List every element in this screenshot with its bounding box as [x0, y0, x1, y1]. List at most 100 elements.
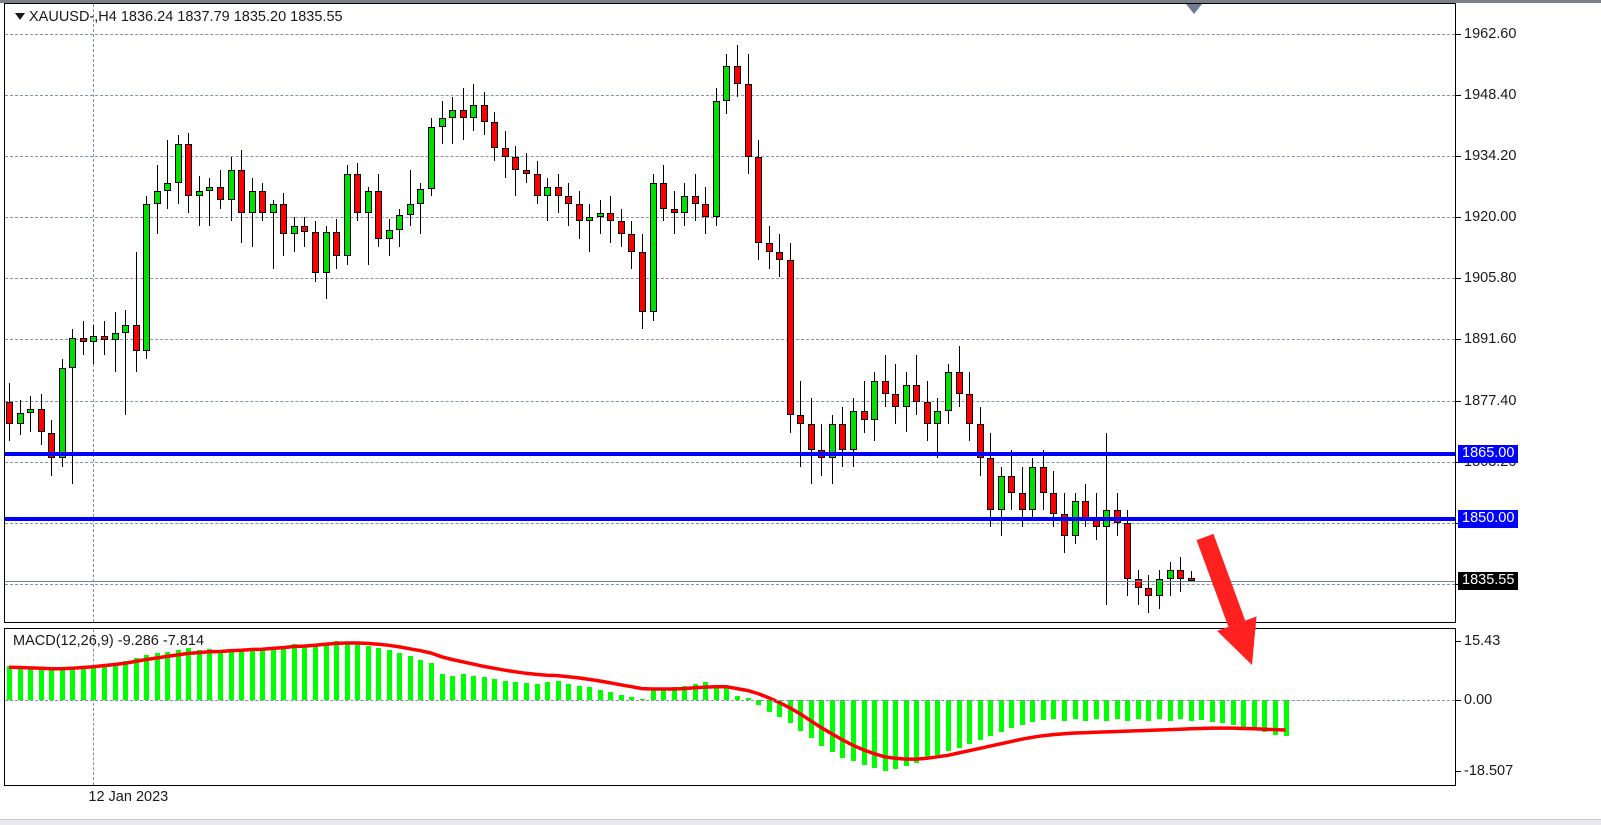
macd-axis-tick [1456, 700, 1461, 702]
macd-histogram-bar [144, 654, 149, 701]
price-axis-tick [1456, 400, 1461, 402]
candle-bearish [977, 423, 984, 459]
macd-histogram-bar [503, 680, 508, 701]
triangle-down-marker-icon[interactable] [1186, 4, 1202, 14]
price-axis-tick [1456, 217, 1461, 219]
macd-histogram-bar [777, 700, 782, 717]
candle-wick [136, 251, 137, 373]
macd-histogram-bar [345, 641, 350, 701]
macd-histogram-bar [693, 684, 698, 701]
candle-bullish [439, 118, 446, 127]
macd-histogram-bar [556, 680, 561, 701]
macd-histogram-bar [577, 685, 582, 701]
macd-histogram-bar [819, 700, 824, 747]
macd-histogram-bar [946, 700, 951, 752]
macd-histogram-bar [1231, 700, 1236, 726]
macd-histogram-bar [134, 657, 139, 701]
candle-wick [452, 96, 453, 144]
macd-histogram-bar [1189, 700, 1194, 721]
price-plot-area[interactable] [5, 4, 1455, 622]
macd-histogram-bar [1262, 700, 1267, 733]
macd-histogram-bar [450, 675, 455, 701]
candle-wick [294, 217, 295, 252]
macd-histogram-bar [1073, 700, 1078, 720]
macd-histogram-bar [176, 649, 181, 701]
macd-plot-area[interactable] [5, 629, 1455, 785]
candle-bearish [133, 324, 140, 351]
candle-wick [125, 309, 126, 416]
candle-bearish [48, 432, 55, 459]
macd-histogram-bar [840, 700, 845, 758]
candle-wick [547, 178, 548, 222]
price-axis[interactable]: 1962.60 1948.40 1934.20 1920.00 1905.80 1891.… [1456, 3, 1601, 623]
time-axis[interactable]: 12 Jan 2023 [4, 788, 1456, 818]
candle-bullish [90, 335, 97, 343]
candle-bearish [555, 187, 562, 196]
price-chart-panel[interactable]: XAUUSD-,H4 1836.24 1837.79 1835.20 1835.… [4, 3, 1456, 623]
candle-wick [199, 176, 200, 226]
macd-histogram-bar [18, 666, 23, 701]
candle-bearish [38, 408, 45, 433]
candle-wick [800, 380, 801, 467]
candle-bearish [618, 221, 625, 235]
macd-histogram-bar [229, 648, 234, 701]
candle-wick [515, 146, 516, 196]
macd-histogram-bar [1252, 700, 1257, 730]
macd-histogram-bar [957, 700, 962, 748]
macd-histogram-bar [482, 677, 487, 701]
macd-histogram-bar [1136, 700, 1141, 720]
price-axis-tick [1456, 156, 1461, 158]
macd-histogram-bar [651, 690, 656, 701]
price-gridline [5, 522, 1455, 524]
candle-bearish [987, 458, 994, 511]
macd-histogram-bar [461, 674, 466, 701]
candle-bearish [766, 243, 773, 252]
macd-axis-tick [1456, 641, 1461, 642]
candle-bearish [1050, 492, 1057, 515]
macd-histogram-bar [165, 651, 170, 701]
macd-indicator-panel[interactable]: MACD(12,26,9) -9.286 -7.814 [4, 628, 1456, 786]
price-axis-label: 1920.00 [1464, 208, 1517, 225]
macd-histogram-bar [883, 700, 888, 771]
price-tag[interactable]: 1865.00 [1458, 445, 1519, 464]
candle-bearish [1124, 522, 1131, 579]
candle-wick [167, 139, 168, 209]
macd-histogram-bar [440, 674, 445, 701]
macd-histogram-bar [1146, 700, 1151, 721]
candle-bullish [112, 333, 119, 340]
price-axis-label: 1948.40 [1464, 86, 1517, 103]
resistance-1865-line[interactable] [5, 452, 1455, 457]
triangle-down-icon[interactable] [15, 12, 25, 20]
candle-bearish [1008, 475, 1015, 493]
macd-histogram-bar [619, 694, 624, 701]
price-axis-tick [1456, 94, 1461, 96]
price-axis-label: 1877.40 [1464, 392, 1517, 409]
candle-bearish [1019, 492, 1026, 511]
candle-bearish [354, 174, 361, 213]
macd-histogram-bar [524, 683, 529, 701]
macd-axis-tick [1456, 771, 1461, 772]
candle-bearish [797, 415, 804, 424]
price-tag[interactable]: 1850.00 [1458, 509, 1519, 528]
price-tag[interactable]: 1835.55 [1458, 571, 1519, 590]
current-price-line [5, 580, 1455, 582]
macd-histogram-bar [408, 656, 413, 701]
support-1850-line[interactable] [5, 516, 1455, 521]
macd-histogram-bar [492, 679, 497, 701]
candle-wick [674, 191, 675, 235]
candle-wick [1191, 571, 1192, 583]
price-axis-label: 1934.20 [1464, 147, 1517, 164]
candle-bullish [934, 410, 941, 424]
price-axis-tick [1456, 278, 1461, 280]
candle-bullish [365, 191, 372, 213]
macd-histogram-bar [28, 667, 33, 701]
candle-bearish [565, 195, 572, 205]
candle-bearish [660, 182, 667, 209]
candle-bullish [196, 191, 203, 196]
macd-histogram-bar [429, 662, 434, 701]
price-gridline [5, 339, 1455, 341]
macd-histogram-bar [81, 667, 86, 701]
macd-axis[interactable]: 15.43 0.00 -18.507 [1456, 628, 1601, 786]
macd-histogram-bar [872, 700, 877, 769]
